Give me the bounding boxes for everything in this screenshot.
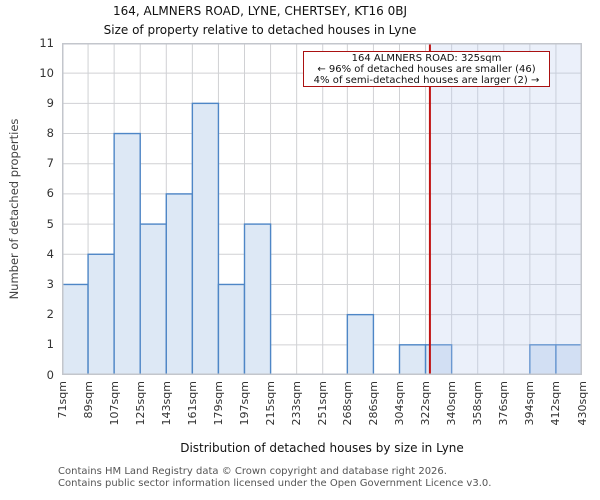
x-tick-label: 412sqm xyxy=(549,381,563,426)
y-tick-label: 10 xyxy=(39,65,54,80)
x-tick-label: 161sqm xyxy=(185,381,199,426)
y-tick-label: 0 xyxy=(46,367,54,382)
x-tick-label: 286sqm xyxy=(366,381,380,426)
x-axis-title: Distribution of detached houses by size … xyxy=(180,441,464,455)
x-tick-label: 179sqm xyxy=(211,381,225,426)
x-tick-label: 71sqm xyxy=(55,381,69,419)
x-tick-label: 340sqm xyxy=(445,381,459,426)
histogram-bar xyxy=(555,344,582,375)
y-tick-label: 4 xyxy=(46,246,54,261)
y-tick-label: 11 xyxy=(39,35,54,50)
x-tick-label: 107sqm xyxy=(107,381,121,426)
histogram-bar xyxy=(243,223,272,375)
y-tick-label: 3 xyxy=(46,276,54,291)
x-tick-label: 233sqm xyxy=(290,381,304,426)
footer-line-1: Contains HM Land Registry data © Crown c… xyxy=(58,466,447,477)
annotation-line-2: ← 96% of detached houses are smaller (46… xyxy=(317,64,536,76)
x-tick-label: 143sqm xyxy=(159,381,173,426)
footer: Contains HM Land Registry data © Crown c… xyxy=(58,466,491,489)
annotation-box: 164 ALMNERS ROAD: 325sqm ← 96% of detach… xyxy=(303,51,550,87)
y-tick-label: 8 xyxy=(46,126,54,141)
histogram-bar xyxy=(529,344,557,375)
histogram-bar xyxy=(165,193,194,375)
histogram-bar xyxy=(217,283,246,375)
x-tick-label: 358sqm xyxy=(471,381,485,426)
x-tick-label: 376sqm xyxy=(497,381,511,426)
x-tick-label: 268sqm xyxy=(340,381,354,426)
plot-frame xyxy=(62,43,582,375)
histogram-bar xyxy=(398,344,427,375)
x-tick-label: 89sqm xyxy=(81,381,95,419)
chart-title: 164, ALMNERS ROAD, LYNE, CHERTSEY, KT16 … xyxy=(112,4,408,18)
y-tick-label: 2 xyxy=(46,307,54,322)
x-tick-label: 322sqm xyxy=(419,381,433,426)
plot-area xyxy=(62,43,582,375)
histogram-canvas xyxy=(62,43,582,375)
larger-than-subject-region xyxy=(429,43,582,375)
histogram-bar xyxy=(346,313,375,375)
x-tick-label: 251sqm xyxy=(316,381,330,426)
x-tick-label: 394sqm xyxy=(523,381,537,426)
histogram-bar xyxy=(191,102,220,375)
annotation-line-3: 4% of semi-detached houses are larger (2… xyxy=(313,75,540,87)
x-tick-label: 304sqm xyxy=(392,381,406,426)
x-tick-label: 125sqm xyxy=(133,381,147,426)
x-tick-label: 197sqm xyxy=(238,381,251,426)
histogram-bar xyxy=(87,253,115,375)
chart-subtitle: Size of property relative to detached ho… xyxy=(103,23,417,37)
y-tick-label: 6 xyxy=(46,186,54,201)
x-tick-label: 215sqm xyxy=(264,381,278,426)
histogram-bar xyxy=(139,223,167,375)
histogram-bar xyxy=(113,132,141,375)
y-tick-label: 7 xyxy=(46,156,54,171)
y-axis-title: Number of detached properties xyxy=(7,118,21,300)
footer-line-2: Contains public sector information licen… xyxy=(58,477,492,489)
y-tick-label: 5 xyxy=(46,216,54,231)
y-tick-label: 9 xyxy=(46,95,54,110)
annotation-line-1: 164 ALMNERS ROAD: 325sqm xyxy=(351,53,502,64)
y-tick-label: 1 xyxy=(46,337,54,352)
x-tick-label: 430sqm xyxy=(575,381,589,426)
histogram-bar xyxy=(62,283,89,375)
